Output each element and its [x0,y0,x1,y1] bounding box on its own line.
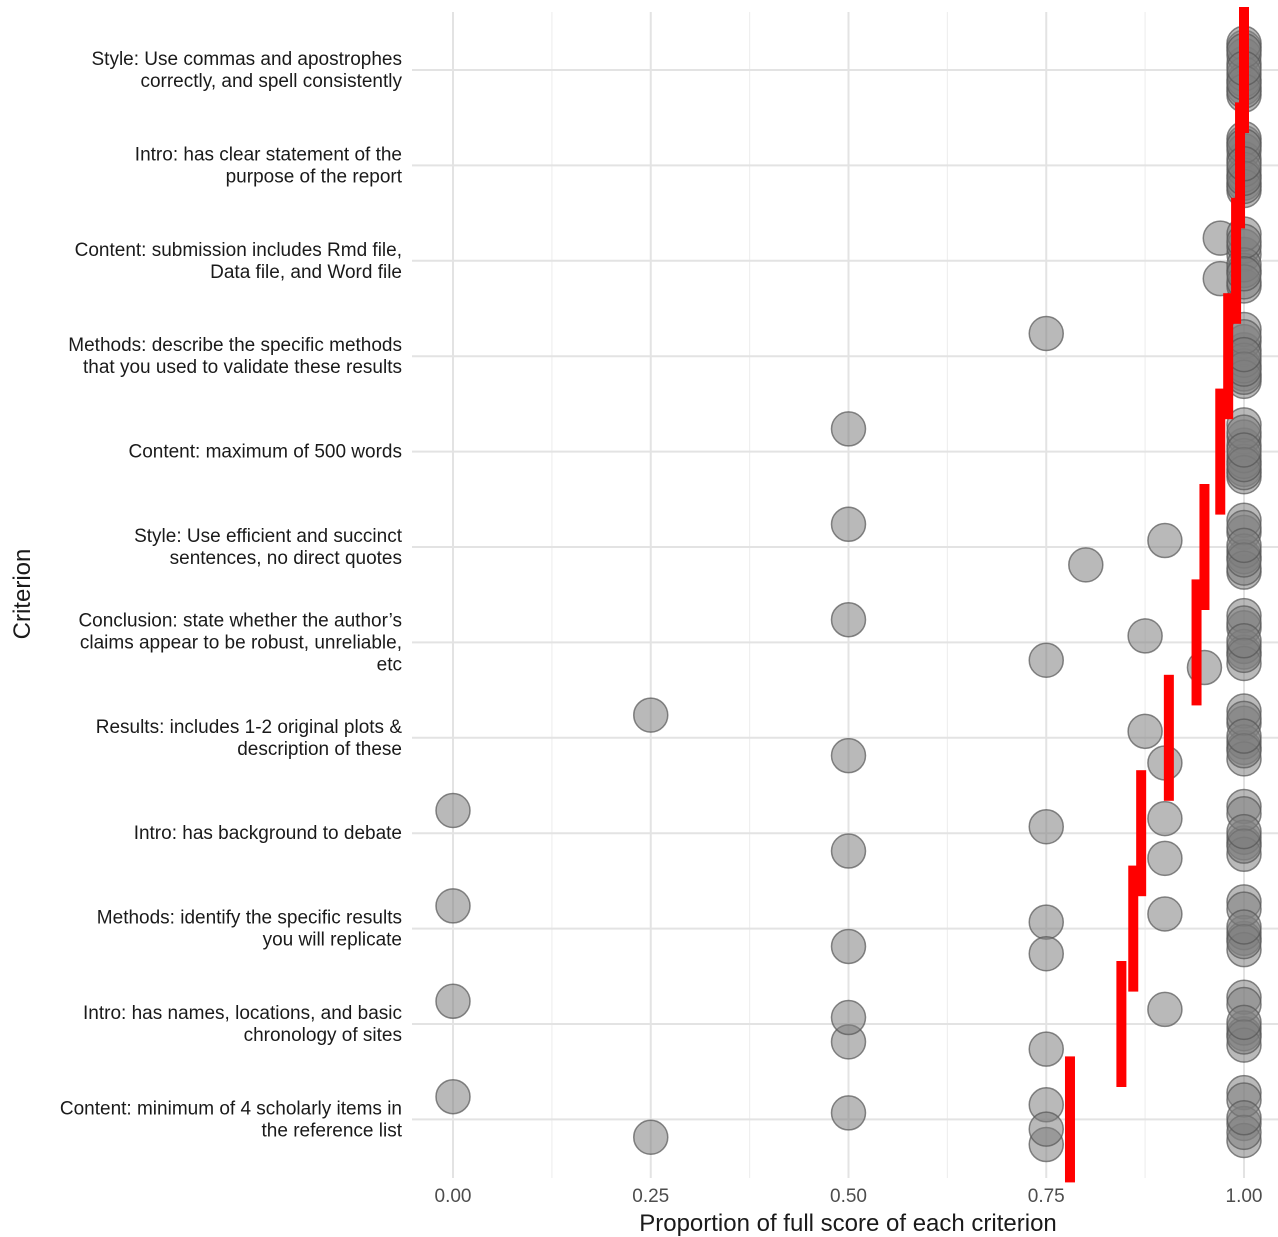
criterion-label-line: Content: maximum of 500 words [128,442,402,463]
criterion-label: Intro: has clear statement of the purpose… [135,144,403,187]
score-point [633,1119,669,1155]
x-tick-label: 1.00 [1226,1186,1263,1207]
score-point [1226,718,1262,754]
x-tick-label: 0.00 [435,1186,472,1207]
mean-marker [1191,579,1202,706]
x-tick-label: 0.50 [830,1186,867,1207]
criterion-label: Intro: has names, locations, and basic ch… [83,1003,402,1046]
score-point [830,833,867,869]
criterion-label-line: Results: includes 1-2 original plots & [96,717,403,738]
mean-marker [1064,1056,1075,1183]
score-point [830,411,867,447]
score-point [830,506,867,543]
score-point [1028,904,1064,940]
mean-marker [1116,961,1127,1087]
score-point [1226,1100,1262,1136]
criterion-label-line: the reference list [262,1120,403,1141]
score-point [830,999,867,1036]
mean-marker [1136,770,1147,897]
x-tick-label: 0.25 [632,1186,669,1207]
criterion-label-line: Intro: has names, locations, and basic [83,1003,402,1024]
score-point [1226,432,1262,468]
score-point [1068,547,1104,583]
major-gridlines [412,12,1278,1178]
score-point [1028,808,1064,845]
score-point [1147,522,1183,559]
criterion-label-line: purpose of the report [226,166,403,187]
criterion-label-line: Content: submission includes Rmd file, [75,240,402,261]
score-point [1147,896,1183,932]
score-point [1226,813,1262,850]
criterion-label: Style: Use commas and apostrophes correct… [92,49,403,92]
score-point [830,1095,867,1131]
criterion-label: Style: Use efficient and succinct sentenc… [134,526,403,569]
minor-gridlines [551,12,1146,1178]
criterion-label-line: sentences, no direct quotes [170,548,402,569]
score-point [1226,1004,1262,1041]
x-tick-labels: 0.00 0.25 0.50 0.75 1.00 [435,1186,1263,1207]
score-point [1226,909,1262,945]
criterion-label-line: Methods: identify the specific results [97,908,402,929]
score-point [1028,642,1064,678]
criterion-label: Methods: identify the specific results yo… [97,908,402,951]
criterion-label-line: Conclusion: state whether the author’s [78,610,402,631]
score-point [1147,800,1183,837]
criterion-label-line: Data file, and Word file [210,262,402,283]
criterion-label-line: chronology of sites [244,1025,402,1046]
score-point [1028,1031,1064,1067]
score-point [633,697,669,733]
x-axis-title: Proportion of full score of each criteri… [639,1210,1057,1237]
criterion-label-line: correctly, and spell consistently [140,71,402,92]
criterion-label-line: Style: Use efficient and succinct [134,526,403,547]
criterion-label-line: claims appear to be robust, unreliable, [80,632,402,653]
criterion-label-line: that you used to validate these results [83,357,402,378]
score-point [1147,991,1183,1028]
mean-marker [1199,484,1210,610]
mean-marker [1163,674,1174,801]
mean-marker [1235,102,1246,229]
mean-marker [1215,388,1226,515]
score-point [830,737,867,774]
criterion-label-line: Intro: has background to debate [134,823,402,844]
criterion-label: Results: includes 1-2 original plots & de… [96,717,403,760]
score-point [435,983,471,1020]
mean-marker [1223,293,1234,420]
score-point [1147,840,1183,877]
x-tick-label: 0.75 [1028,1186,1065,1207]
score-point [1127,713,1163,750]
score-point [1028,935,1064,972]
criterion-label-line: Methods: describe the specific methods [68,335,402,356]
score-point [1127,618,1163,654]
score-point [1028,1111,1064,1147]
criterion-label-line: Style: Use commas and apostrophes [92,49,403,70]
criterion-label: Content: maximum of 500 words [128,442,402,463]
y-axis-title: Criterion [9,549,36,640]
criterion-label: Methods: describe the specific methods th… [68,335,402,378]
score-point [435,792,471,829]
mean-markers [1064,7,1249,1183]
mean-marker [1128,865,1139,992]
score-point [435,888,471,924]
criterion-label-line: description of these [237,739,402,760]
criterion-label: Content: submission includes Rmd file, Da… [75,240,402,283]
score-point [830,928,867,965]
criterion-label-line: Content: minimum of 4 scholarly items in [60,1098,402,1119]
criterion-label: Intro: has background to debate [134,823,402,844]
criterion-label: Conclusion: state whether the author’s cl… [78,610,402,675]
score-point [1028,315,1064,352]
criterion-labels: Style: Use commas and apostrophes correct… [60,49,403,1141]
score-point [1226,623,1262,659]
mean-marker [1231,197,1242,324]
score-point [1226,527,1262,564]
score-point [435,1078,471,1115]
mean-marker [1239,7,1249,133]
score-point [830,601,867,638]
criterion-label: Content: minimum of 4 scholarly items in… [60,1098,403,1141]
criterion-label-line: you will replicate [263,930,402,951]
criterion-label-line: etc [377,654,402,675]
criterion-label-line: Intro: has clear statement of the [135,144,402,165]
